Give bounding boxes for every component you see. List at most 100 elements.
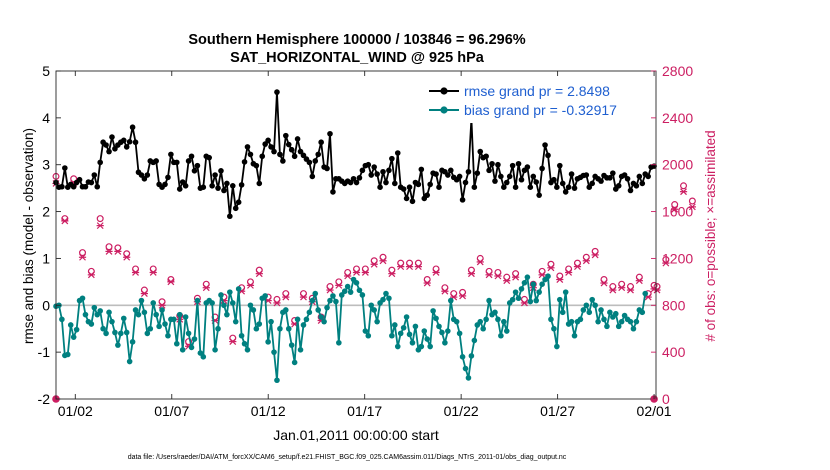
bias-series-point <box>64 351 71 358</box>
bias-series-point <box>368 302 375 309</box>
rmse-series-point <box>545 152 551 159</box>
rmse-series-point <box>418 166 425 173</box>
bias-series-point <box>556 296 563 303</box>
bias-series-point <box>94 311 101 318</box>
legend-bias-label: bias grand pr = -0.32917 <box>464 102 617 118</box>
bias-series-point <box>347 289 354 295</box>
y-right-tick-label: 2000 <box>662 157 693 173</box>
rmse-series-point <box>530 173 537 180</box>
bias-series-point <box>371 307 377 313</box>
obs-assimilated-point <box>512 273 520 281</box>
bias-series-point <box>159 307 165 313</box>
bias-series-point <box>324 304 330 311</box>
bias-series-point <box>562 289 569 295</box>
rmse-series-point <box>253 162 260 169</box>
rmse-series-point <box>462 179 469 186</box>
bias-series-point <box>283 307 289 313</box>
legend: rmse grand pr = 2.8498 bias grand pr = -… <box>425 79 649 123</box>
bias-series-point <box>445 328 451 334</box>
bias-series-point <box>100 325 106 332</box>
rmse-series-point <box>524 164 531 170</box>
rmse-series-point <box>639 180 646 187</box>
bias-series-point <box>129 339 136 345</box>
y-right-tick-label: 1600 <box>662 204 693 220</box>
plot-frame <box>55 70 657 400</box>
obs-assimilated-point <box>282 293 290 301</box>
rmse-series-point <box>129 124 136 131</box>
bias-series-point <box>403 314 410 320</box>
rmse-series-point <box>371 164 377 170</box>
bias-series-point <box>268 318 274 325</box>
rmse-series-point <box>392 180 398 187</box>
bias-series-point <box>150 300 157 306</box>
rmse-series-point <box>153 158 159 164</box>
bias-series-point <box>365 332 372 339</box>
bias-series-point <box>162 321 168 327</box>
bias-layer <box>53 273 649 384</box>
rmse-series-point <box>62 165 68 171</box>
bias-series-point <box>503 328 510 334</box>
bias-series-point <box>309 297 316 304</box>
obs-assimilated-point <box>344 272 352 280</box>
rmse-series-point <box>241 159 248 165</box>
bias-series-point <box>144 330 151 337</box>
obs-assimilated-point <box>467 270 476 278</box>
bias-series-point <box>447 297 454 304</box>
rmse-series-point <box>271 148 277 155</box>
obs-assimilated-point <box>520 299 529 307</box>
chart-title-line1: Southern Hemisphere 100000 / 103846 = 96… <box>188 32 525 48</box>
bias-series-point <box>173 340 180 347</box>
rmse-series-point <box>627 187 634 194</box>
bias-series-point <box>551 325 557 332</box>
rmse-series-point <box>539 165 545 172</box>
rmse-series-point <box>518 176 525 183</box>
bias-series-point <box>227 289 233 295</box>
bias-series-point <box>79 295 86 302</box>
bias-series-point <box>123 329 130 336</box>
bias-series-point <box>530 281 537 288</box>
bias-series-point <box>598 307 604 313</box>
bias-series-point <box>135 311 142 318</box>
y-right-tick-label: 2400 <box>662 110 693 126</box>
bias-series-point <box>194 297 201 304</box>
x-tick-label: 01/22 <box>444 403 479 419</box>
bias-series-point <box>176 311 183 318</box>
bias-series-point <box>536 289 542 295</box>
bias-series-point <box>188 344 195 351</box>
bias-series-point <box>468 353 475 359</box>
rmse-series-point <box>350 175 357 182</box>
bias-series-point <box>406 331 413 338</box>
bias-series-point <box>153 311 159 318</box>
rmse-series-point <box>288 146 295 153</box>
rmse-series-point <box>474 170 481 176</box>
obs-assimilated-point <box>688 203 696 211</box>
rmse-series-point <box>280 158 286 164</box>
y-right-tick-label: 0 <box>662 391 670 407</box>
obs-assimilated-point <box>273 299 281 307</box>
rmse-series-point <box>359 167 366 174</box>
bias-series-point <box>59 316 65 323</box>
bias-series-point <box>191 336 198 342</box>
y-axis-left-label: rmse and bias (model - observation) <box>21 128 36 344</box>
x-axis-label: Jan.01,2011 00:00:00 start <box>273 427 439 443</box>
bias-series-point <box>165 332 171 339</box>
obs-assimilated-point <box>538 271 546 279</box>
x-axis: 01/02 01/07 01/12 01/17 01/22 01/27 02/01 <box>58 71 672 419</box>
rmse-series-point <box>506 173 513 180</box>
obs-assimilated-point <box>255 270 263 278</box>
bias-series-point <box>389 332 395 339</box>
y-left-tick-label: 3 <box>42 157 50 173</box>
bias-series-point <box>412 323 419 330</box>
bias-series-point <box>453 318 460 325</box>
bias-series-point <box>91 304 98 311</box>
chart-title-line2: SAT_HORIZONTAL_WIND @ 925 hPa <box>230 50 485 66</box>
bias-series-point <box>492 309 498 316</box>
rmse-series-point <box>206 154 213 161</box>
bias-series-point <box>333 298 339 305</box>
bias-series-point <box>607 309 613 316</box>
rmse-series-point <box>536 192 542 198</box>
obs-assimilated-point <box>149 269 157 276</box>
bias-series-point <box>241 340 248 347</box>
rmse-series-point <box>483 153 489 160</box>
rmse-series-point <box>433 171 439 177</box>
